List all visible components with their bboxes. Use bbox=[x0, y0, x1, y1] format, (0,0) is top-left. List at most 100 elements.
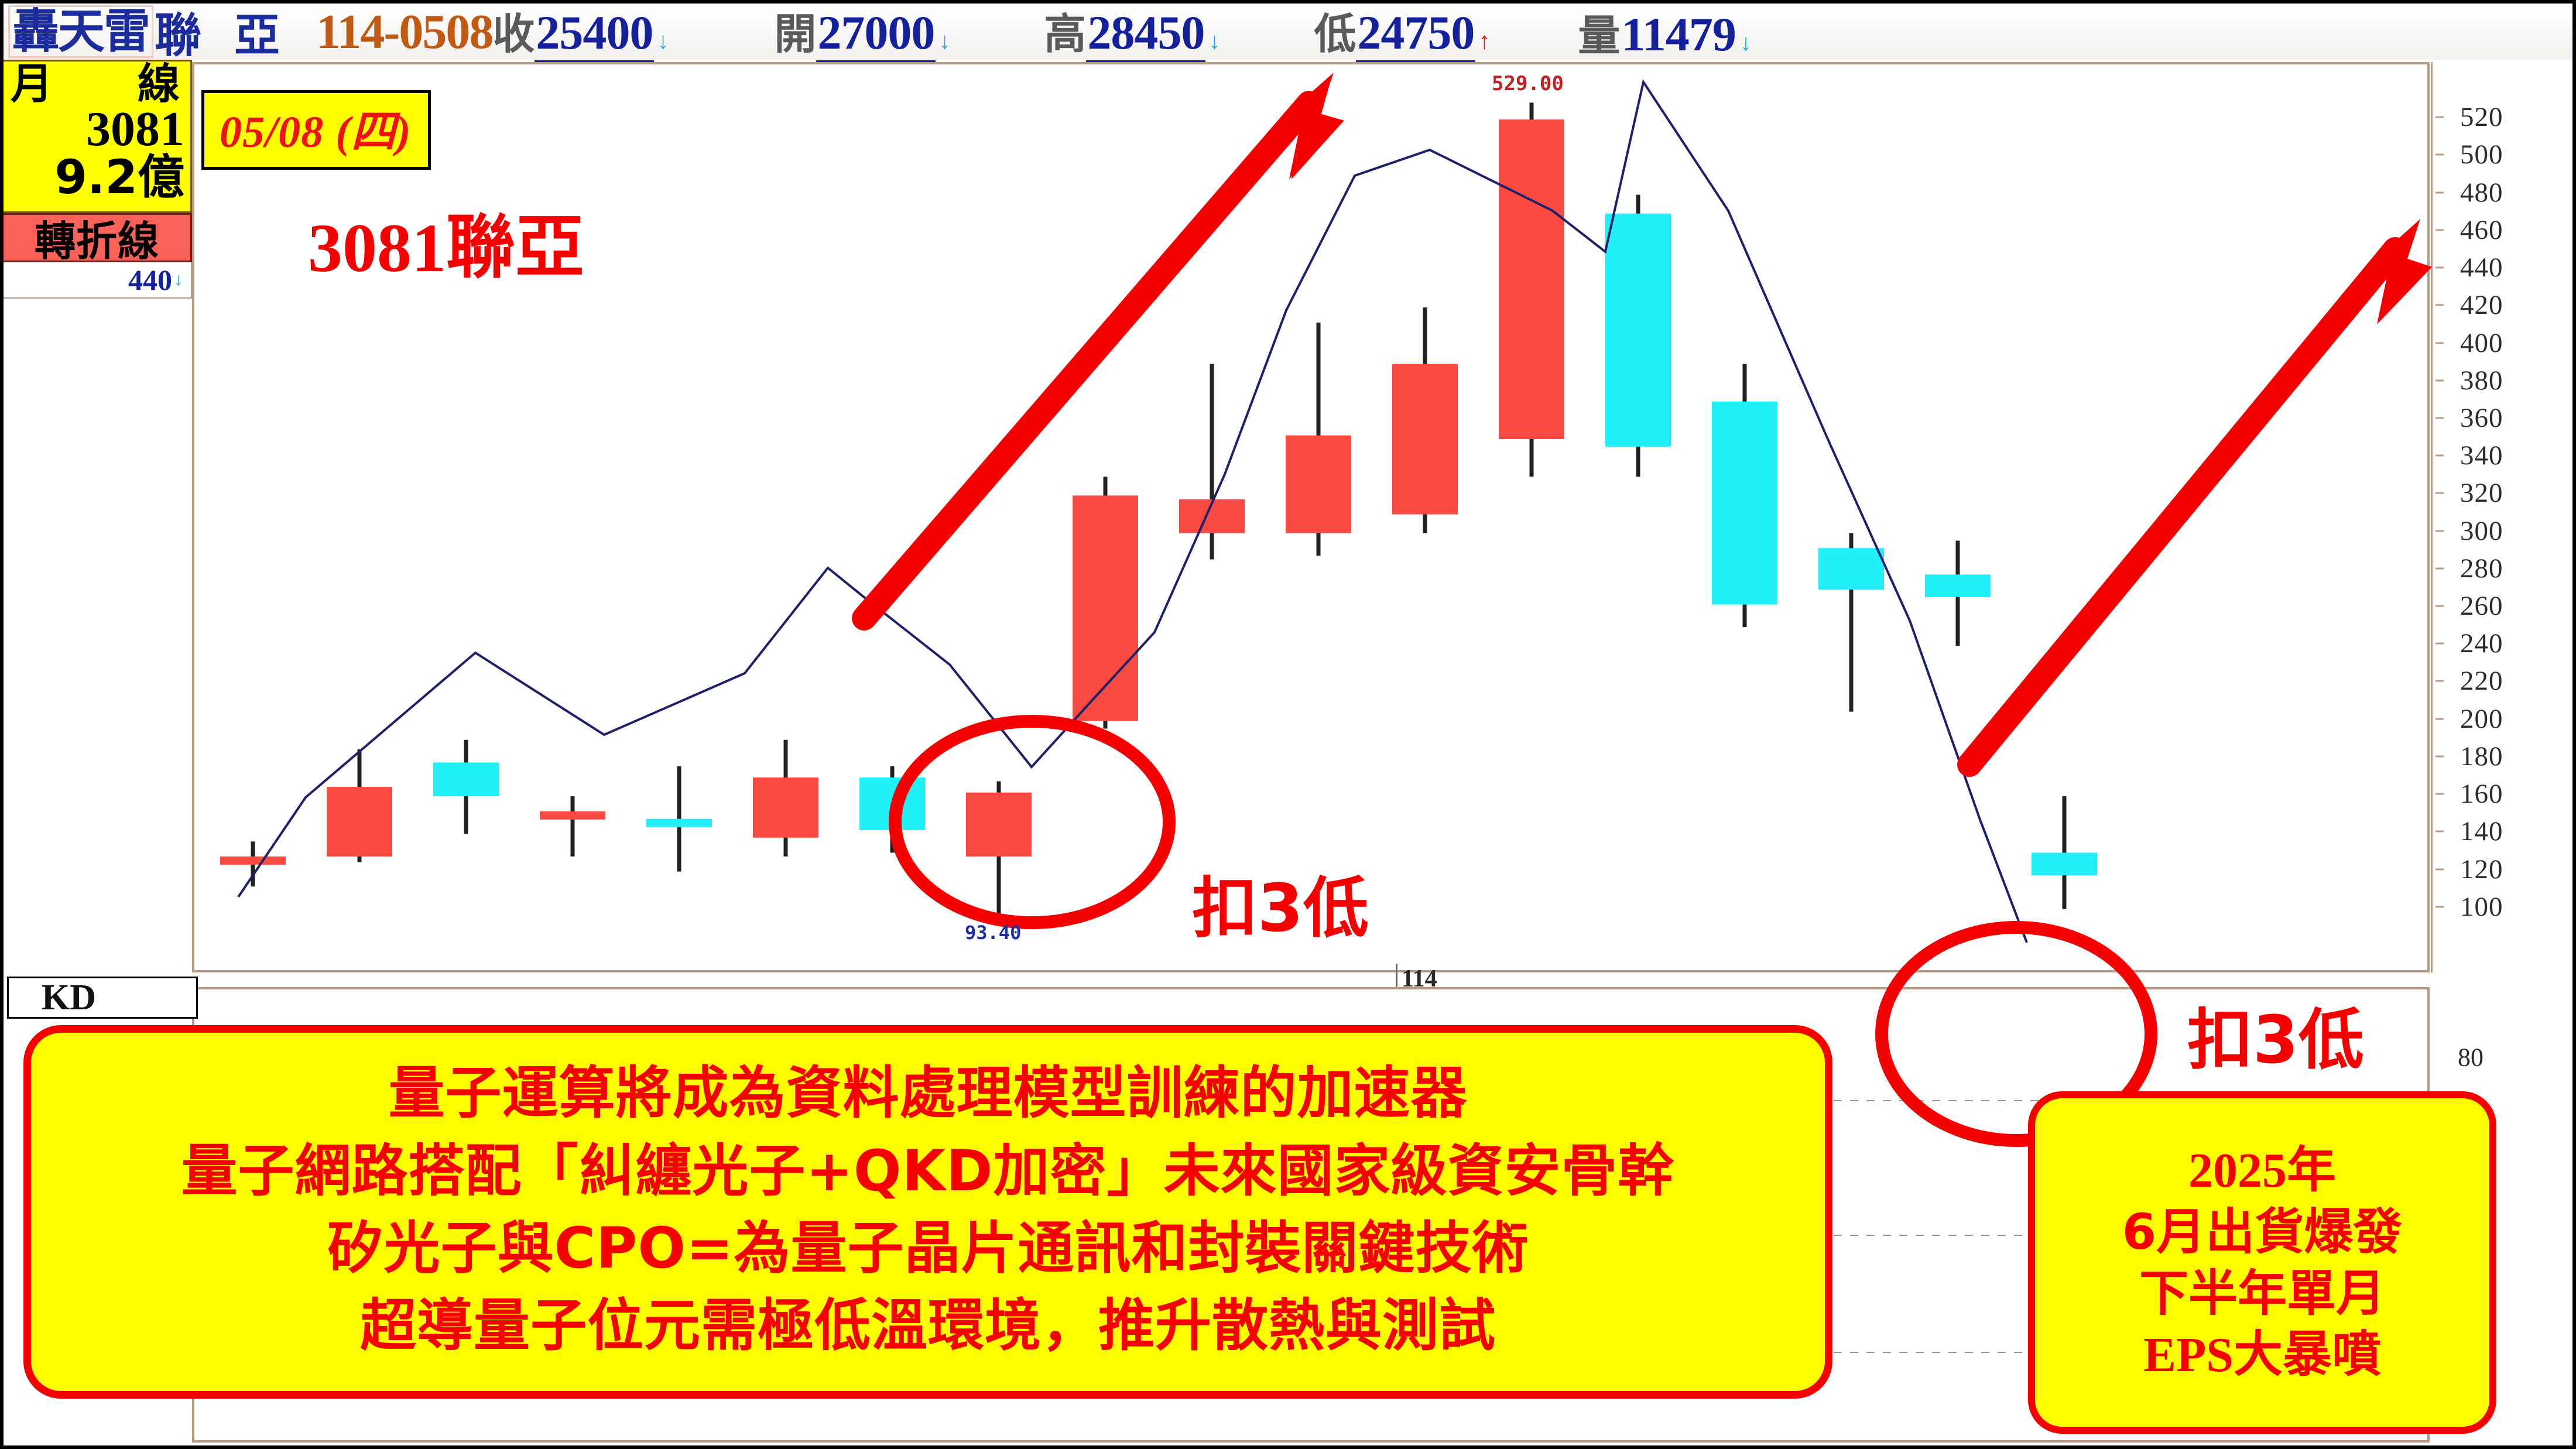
price-tick-mark bbox=[2435, 229, 2444, 231]
price-tick-mark bbox=[2435, 454, 2444, 457]
indicator-value: 440 bbox=[128, 263, 172, 296]
ticker-high-label: 高 bbox=[1044, 9, 1087, 59]
candle-body bbox=[1818, 548, 1884, 590]
ticker-volume-value: 11479 bbox=[1621, 7, 1736, 61]
price-tick-360: 360 bbox=[2460, 402, 2503, 433]
price-tick-mark bbox=[2435, 793, 2444, 795]
candle-body bbox=[859, 777, 925, 830]
price-tick-mark bbox=[2435, 304, 2444, 306]
period-low-label: 93.40 bbox=[965, 921, 1022, 944]
arrow-down-icon: ↓ bbox=[938, 28, 951, 54]
arrow-down-icon: ↓ bbox=[1739, 29, 1752, 56]
candle-body bbox=[1286, 435, 1351, 533]
candle-body bbox=[753, 777, 818, 838]
ticker-bar: 轟天雷 聯 亞 114-0508 收 25400 ↓ 開 27000 ↓ 高 2… bbox=[4, 1, 2572, 64]
price-tick-420: 420 bbox=[2460, 290, 2503, 321]
ticker-low-label: 低 bbox=[1314, 9, 1356, 59]
price-tick-mark bbox=[2435, 342, 2444, 344]
candle-body bbox=[327, 787, 392, 857]
x-axis-tick-mark bbox=[1396, 964, 1397, 995]
callout-line-1: 量子運算將成為資料處理模型訓練的加速器 bbox=[388, 1060, 1468, 1126]
candle-body bbox=[540, 811, 605, 820]
price-tick-mark bbox=[2435, 191, 2444, 194]
news-callout-main: 量子運算將成為資料處理模型訓練的加速器 量子網路搭配「糾纏光子+QKD加密」未來… bbox=[23, 1025, 1832, 1399]
price-tick-mark bbox=[2435, 906, 2444, 908]
price-tick-220: 220 bbox=[2460, 666, 2503, 697]
price-tick-mark bbox=[2435, 153, 2444, 156]
symbol-code: 3081 bbox=[86, 102, 184, 156]
price-tick-240: 240 bbox=[2460, 628, 2503, 659]
news-callout-right: 2025年 6月出貨爆發 下半年單月 EPS大暴噴 bbox=[2028, 1091, 2496, 1434]
ticker-field-close: 收 25400 ↓ bbox=[492, 0, 669, 64]
price-tick-500: 500 bbox=[2460, 139, 2503, 170]
price-tick-mark bbox=[2435, 830, 2444, 833]
price-tick-mark bbox=[2435, 266, 2444, 269]
price-tick-160: 160 bbox=[2460, 779, 2503, 810]
price-tick-300: 300 bbox=[2460, 515, 2503, 546]
callout-line-2: 量子網路搭配「糾纏光子+QKD加密」未來國家級資安骨幹 bbox=[181, 1138, 1675, 1204]
callout-line-3: 矽光子與CPO=為量子晶片通訊和封裝關鍵技術 bbox=[327, 1215, 1529, 1281]
price-tick-mark bbox=[2435, 605, 2444, 607]
candle-body bbox=[1392, 364, 1458, 515]
price-tick-320: 320 bbox=[2460, 478, 2503, 509]
symbol-info-yellow-block: 月 線 3081 9.2億 bbox=[4, 60, 192, 213]
page-title-code: 3081 bbox=[308, 210, 446, 286]
arrow-down-icon: ↓ bbox=[657, 28, 669, 54]
price-tick-180: 180 bbox=[2460, 741, 2503, 772]
candle-body bbox=[966, 792, 1032, 857]
ticker-open-label: 開 bbox=[774, 9, 817, 59]
price-tick-mark bbox=[2435, 116, 2444, 118]
ticker-field-volume: 量 11479 ↓ bbox=[1578, 1, 1752, 63]
ticker-name-label: 聯 bbox=[155, 8, 201, 63]
page-title-name: 聯亞 bbox=[446, 207, 585, 287]
ticker-high-value: 28450 bbox=[1086, 5, 1206, 64]
price-tick-480: 480 bbox=[2460, 177, 2503, 208]
kd-label-box: KD bbox=[7, 977, 198, 1019]
ticker-field-open: 開 27000 ↓ bbox=[774, 0, 950, 64]
price-tick-460: 460 bbox=[2460, 214, 2503, 245]
price-tick-100: 100 bbox=[2460, 891, 2503, 922]
ticker-low-value: 24750 bbox=[1356, 5, 1476, 64]
price-tick-mark bbox=[2435, 530, 2444, 532]
candle-body bbox=[2032, 852, 2097, 875]
candle-body bbox=[1499, 119, 1564, 440]
candle-body bbox=[433, 762, 499, 797]
price-tick-440: 440 bbox=[2460, 252, 2503, 283]
price-tick-280: 280 bbox=[2460, 553, 2503, 584]
ticker-close-label: 收 bbox=[492, 9, 535, 59]
price-tick-mark bbox=[2435, 642, 2444, 645]
ticker-brand-label: 轟天雷 bbox=[12, 4, 150, 59]
ticker-date: 114-0508 bbox=[316, 4, 494, 59]
callout-right-line-3: 下半年單月 bbox=[2139, 1264, 2385, 1322]
ticker-name-label-2: 亞 bbox=[234, 9, 280, 62]
period-high-label: 529.00 bbox=[1492, 72, 1564, 96]
price-tick-mark bbox=[2435, 755, 2444, 758]
annotation-kou3di-right: 扣3低 bbox=[2187, 1002, 2364, 1078]
price-tick-380: 380 bbox=[2460, 365, 2503, 396]
period-label-right: 線 bbox=[137, 59, 180, 108]
ticker-brand-box: 轟天雷 bbox=[8, 5, 153, 58]
ticker-field-high: 高 28450 ↓ bbox=[1044, 0, 1220, 64]
candle-body bbox=[220, 856, 286, 865]
price-axis-line bbox=[2431, 62, 2433, 972]
kd-label: KD bbox=[42, 977, 96, 1018]
page-title: 3081聯亞 bbox=[308, 191, 584, 291]
callout-right-line-2: 6月出貨爆發 bbox=[2122, 1203, 2403, 1260]
indicator-value-row: 440 ↓ bbox=[4, 262, 192, 299]
symbol-info-panel: 月 線 3081 9.2億 轉折線 440 ↓ bbox=[4, 60, 192, 300]
price-tick-mark bbox=[2435, 417, 2444, 419]
ticker-volume-label: 量 bbox=[1578, 11, 1621, 60]
price-tick-mark bbox=[2435, 868, 2444, 871]
candle-body bbox=[646, 818, 712, 827]
kd-axis-labels: 80 bbox=[2432, 987, 2576, 1443]
indicator-name-badge[interactable]: 轉折線 bbox=[4, 213, 192, 265]
arrow-up-icon: ↑ bbox=[1478, 28, 1491, 54]
callout-right-line-4: EPS大暴噴 bbox=[2143, 1327, 2382, 1382]
arrow-down-icon: ↓ bbox=[1208, 28, 1221, 54]
date-badge-label: 05/08 (四) bbox=[220, 108, 412, 157]
price-tick-260: 260 bbox=[2460, 591, 2503, 622]
indicator-name-label: 轉折線 bbox=[35, 217, 159, 265]
candle-body bbox=[1605, 213, 1671, 447]
candle-body bbox=[1712, 401, 1777, 605]
price-tick-140: 140 bbox=[2460, 816, 2503, 847]
